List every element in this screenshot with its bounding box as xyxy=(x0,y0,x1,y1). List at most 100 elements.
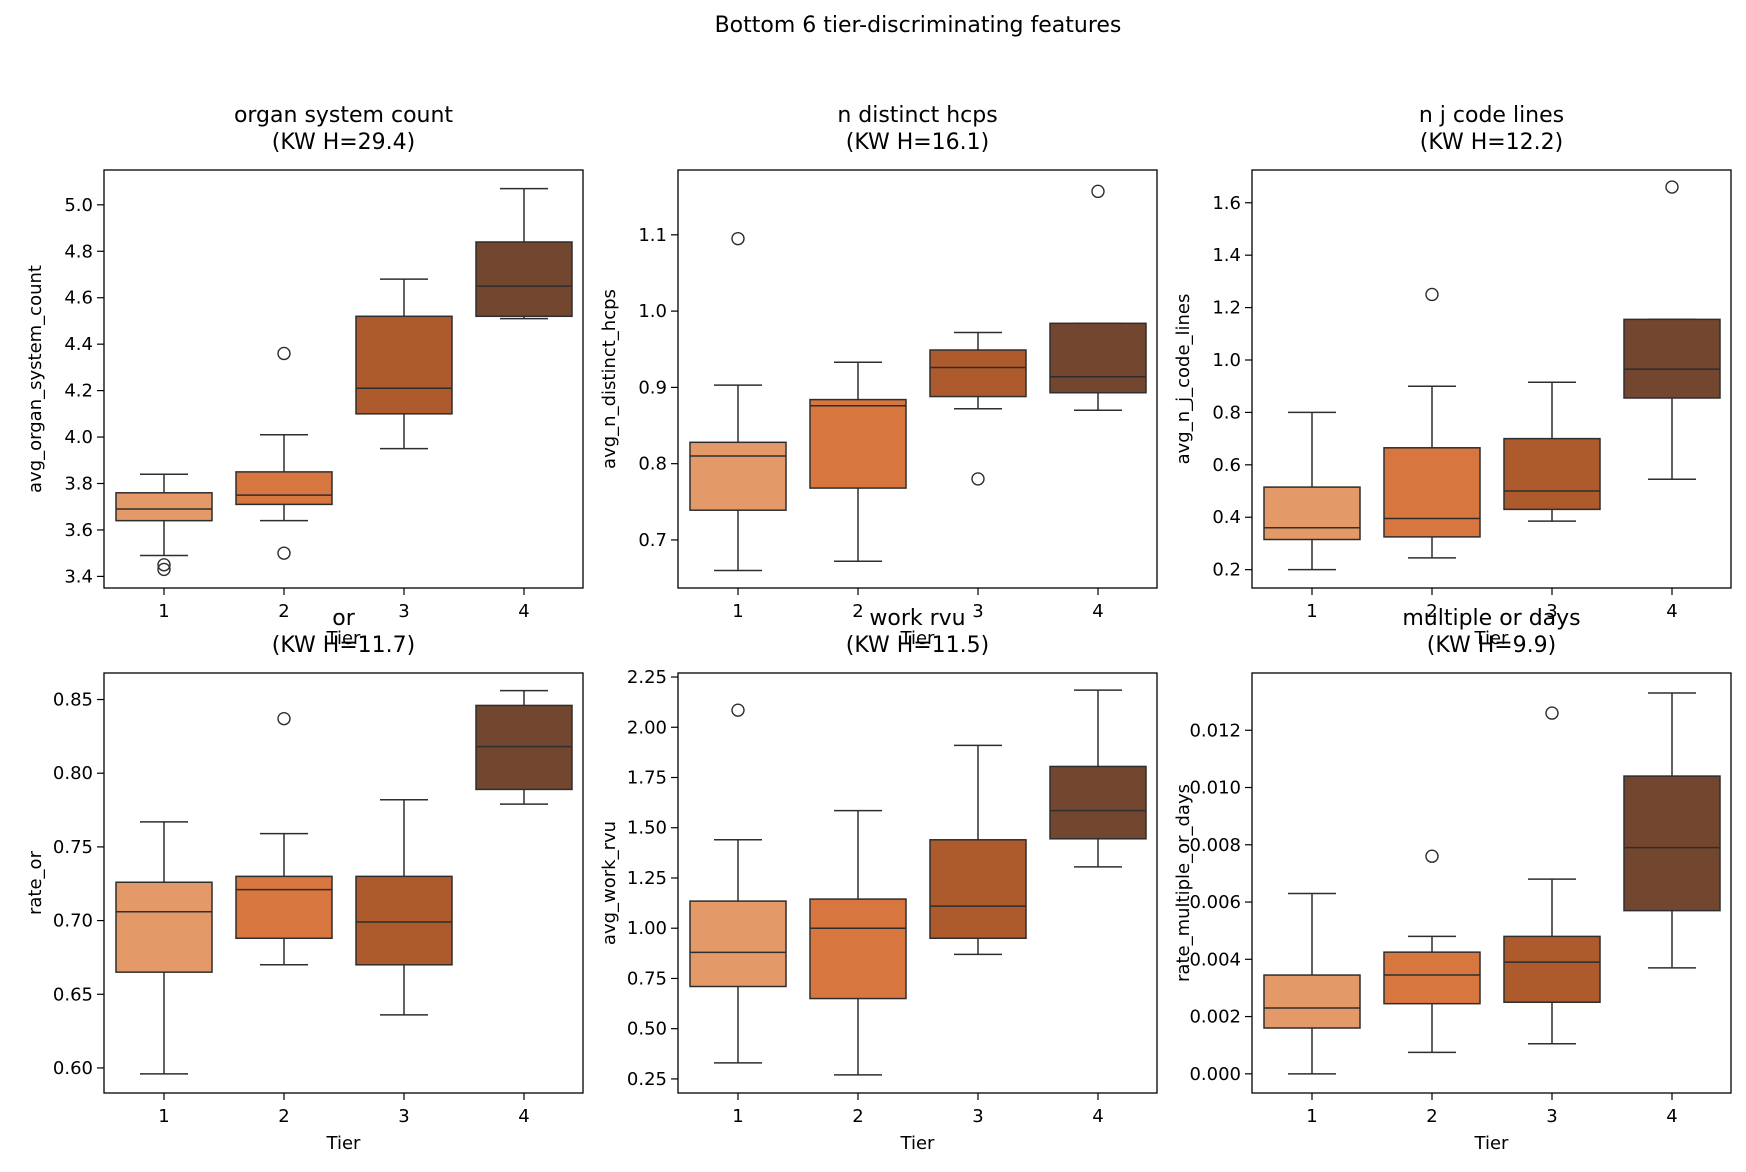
panel-title-line1: n j code lines xyxy=(1419,103,1564,128)
panel-title-line1: or xyxy=(332,606,355,631)
axes-frame xyxy=(1251,169,1732,589)
panels: organ system count(KW H=29.4) 3.4 3.6 3.8 4.… xyxy=(25,103,1732,1154)
y-tick-label: 4.2 xyxy=(64,381,93,402)
box-tier-1 xyxy=(115,473,213,577)
panel-title-line1: organ system count xyxy=(234,103,453,128)
panel-title-line2: (KW H=12.2) xyxy=(1420,130,1564,155)
y-tick-label: 0.006 xyxy=(1189,892,1241,913)
axes-frame xyxy=(677,169,1158,589)
y-tick-label: 0.8 xyxy=(638,454,667,475)
y-tick-label: 1.0 xyxy=(1212,350,1241,371)
box-tier-4 xyxy=(1623,692,1721,969)
y-tick-label: 4.0 xyxy=(64,427,93,448)
y-axis-label: avg_n_j_code_lines xyxy=(1173,294,1194,465)
y-tick-label: 1.4 xyxy=(1212,245,1241,266)
y-tick-label: 0.2 xyxy=(1212,560,1241,581)
y-tick-label: 4.6 xyxy=(64,288,93,309)
box-tier-4 xyxy=(475,187,573,320)
x-tick-label: 1 xyxy=(158,601,169,622)
box-tier-1 xyxy=(115,821,213,1075)
box-iqr xyxy=(1383,447,1481,538)
outlier-point xyxy=(277,711,291,726)
box-tier-2 xyxy=(235,346,333,560)
y-tick-label: 0.9 xyxy=(638,377,667,398)
y-tick-label: 0.010 xyxy=(1189,778,1241,799)
outlier-point xyxy=(971,472,985,486)
box-iqr xyxy=(809,398,907,489)
x-tick-label: 1 xyxy=(732,1106,743,1127)
box-iqr xyxy=(235,471,333,506)
y-tick-label: 0.50 xyxy=(627,1019,667,1040)
y-tick-label: 0.60 xyxy=(53,1058,93,1079)
y-tick-label: 0.002 xyxy=(1189,1007,1241,1028)
box-iqr xyxy=(1263,486,1361,541)
box-iqr xyxy=(1623,775,1721,912)
outlier-point xyxy=(731,231,745,246)
y-tick-label: 0.75 xyxy=(627,968,667,989)
panel-title-line2: (KW H=16.1) xyxy=(846,130,990,155)
x-tick-label: 1 xyxy=(732,601,743,622)
y-tick-label: 3.6 xyxy=(64,520,93,541)
box-iqr xyxy=(1503,935,1601,1003)
box-tier-3 xyxy=(1503,706,1601,1045)
y-tick-label: 4.8 xyxy=(64,241,93,262)
panel-title-line1: multiple or days xyxy=(1402,606,1580,631)
axes-frame xyxy=(1251,672,1732,1094)
outlier-point xyxy=(1545,706,1559,720)
x-tick-label: 4 xyxy=(518,1106,529,1127)
outlier-point xyxy=(1665,180,1679,194)
box-tier-3 xyxy=(355,278,453,450)
panel-4: or(KW H=11.7) 0.60 0.65 0.70 0.75 0.80 0.85 1 2 3… xyxy=(25,606,584,1154)
y-tick-label: 0.008 xyxy=(1189,835,1241,856)
y-tick-label: 0.85 xyxy=(53,690,93,711)
box-tier-2 xyxy=(1383,849,1481,1054)
box-iqr xyxy=(115,492,213,522)
y-axis-label: avg_organ_system_count xyxy=(25,265,46,493)
x-tick-label: 4 xyxy=(1666,1106,1677,1127)
box-iqr xyxy=(475,241,573,318)
panel-2: n distinct hcps(KW H=16.1) 0.7 0.8 0.9 1.0 1.… xyxy=(599,103,1158,649)
x-axis-label: Tier xyxy=(1474,1133,1510,1154)
panel-1: organ system count(KW H=29.4) 3.4 3.6 3.8 4.… xyxy=(25,103,584,649)
y-axis-label: avg_n_distinct_hcps xyxy=(599,289,620,469)
panel-title-line2: (KW H=9.9) xyxy=(1427,633,1557,658)
x-tick-label: 2 xyxy=(278,1106,289,1127)
y-tick-label: 3.4 xyxy=(64,566,93,587)
y-tick-label: 0.012 xyxy=(1189,720,1241,741)
y-tick-label: 1.75 xyxy=(627,767,667,788)
y-tick-label: 0.000 xyxy=(1189,1064,1241,1085)
x-tick-label: 2 xyxy=(852,1106,863,1127)
box-tier-2 xyxy=(809,361,907,563)
box-iqr xyxy=(1263,974,1361,1029)
axes-frame xyxy=(103,672,584,1094)
x-axis-label: Tier xyxy=(326,1133,362,1154)
y-tick-label: 0.65 xyxy=(53,984,93,1005)
y-tick-label: 0.75 xyxy=(53,837,93,858)
box-iqr xyxy=(1383,951,1481,1005)
outlier-point xyxy=(277,546,291,560)
box-iqr xyxy=(1623,318,1721,399)
x-axis-label: Tier xyxy=(326,628,362,649)
y-tick-label: 1.00 xyxy=(627,918,667,939)
box-iqr xyxy=(929,349,1027,398)
box-tier-3 xyxy=(929,331,1027,486)
y-tick-label: 1.1 xyxy=(638,225,667,246)
x-tick-label: 1 xyxy=(1306,601,1317,622)
y-tick-label: 1.2 xyxy=(1212,298,1241,319)
x-tick-label: 1 xyxy=(158,1106,169,1127)
x-axis-label: Tier xyxy=(1474,628,1510,649)
panel-3: n j code lines(KW H=12.2) 0.2 0.4 0.6 0.8 1.0… xyxy=(1173,103,1732,649)
panel-title-line2: (KW H=11.7) xyxy=(272,633,416,658)
box-tier-4 xyxy=(475,689,573,805)
box-tier-1 xyxy=(689,703,787,1064)
y-tick-label: 1.6 xyxy=(1212,193,1241,214)
x-tick-label: 2 xyxy=(852,601,863,622)
panel-title-line2: (KW H=29.4) xyxy=(272,130,416,155)
y-tick-label: 0.004 xyxy=(1189,949,1241,970)
x-tick-label: 4 xyxy=(1092,601,1103,622)
box-iqr xyxy=(1049,322,1147,394)
x-tick-label: 4 xyxy=(1666,601,1677,622)
axes-frame xyxy=(103,169,584,589)
y-tick-label: 5.0 xyxy=(64,195,93,216)
box-tier-3 xyxy=(929,744,1027,956)
